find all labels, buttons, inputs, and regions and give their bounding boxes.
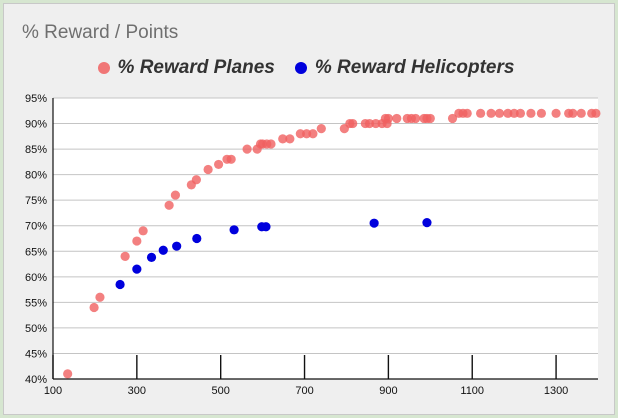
planes-point <box>278 134 288 144</box>
x-tick-label: 500 <box>212 385 230 397</box>
planes-point <box>132 236 142 246</box>
planes-point <box>266 139 276 149</box>
planes-point <box>494 108 505 118</box>
planes-point <box>447 113 458 124</box>
helicopters-point <box>192 233 202 244</box>
x-tick-label: 900 <box>379 385 397 397</box>
planes-point <box>591 108 601 118</box>
x-tick-label: 1100 <box>460 385 484 397</box>
planes-point <box>203 164 213 175</box>
planes-point <box>89 302 99 313</box>
planes-point <box>191 175 201 185</box>
planes-point <box>138 226 148 236</box>
x-tick-label: 100 <box>44 385 62 397</box>
planes-point <box>486 108 496 118</box>
planes-point <box>302 129 312 139</box>
helicopters-point <box>158 245 168 255</box>
planes-point <box>515 108 526 118</box>
x-tick-label: 1300 <box>544 385 568 397</box>
helicopters-point <box>172 241 182 251</box>
legend-swatch-planes <box>97 62 110 74</box>
planes-point <box>425 113 435 124</box>
y-tick-label: 90% <box>25 119 47 131</box>
planes-point <box>392 113 402 124</box>
planes-point <box>170 190 181 200</box>
x-tick-label: 700 <box>295 385 313 397</box>
y-tick-label: 60% <box>25 272 47 284</box>
legend-item-helicopters: % Reward Helicopters <box>294 57 515 79</box>
planes-point <box>316 124 326 134</box>
helicopters-point <box>115 279 125 290</box>
planes-point <box>371 118 381 129</box>
planes-point <box>411 113 421 124</box>
planes-point <box>63 369 73 379</box>
planes-point <box>308 129 318 139</box>
y-tick-label: 50% <box>25 323 47 335</box>
y-tick-label: 85% <box>25 144 47 156</box>
y-tick-label: 95% <box>25 93 47 105</box>
y-tick-label: 40% <box>25 374 47 386</box>
y-tick-label: 55% <box>25 297 47 309</box>
planes-point <box>383 113 393 124</box>
helicopters-point <box>422 218 432 228</box>
helicopters-point <box>132 264 142 274</box>
planes-point <box>95 292 105 302</box>
legend-label-planes: % Reward Planes <box>117 57 275 78</box>
planes-point <box>509 108 519 118</box>
y-tick-label: 65% <box>25 246 47 258</box>
helicopters-point <box>261 222 271 232</box>
planes-point <box>164 200 174 210</box>
y-tick-label: 70% <box>25 221 47 233</box>
planes-point <box>462 108 472 118</box>
y-tick-label: 75% <box>25 195 47 207</box>
helicopters-point <box>229 225 239 235</box>
x-tick-label: 300 <box>128 385 146 397</box>
helicopters-point <box>369 218 379 228</box>
planes-point <box>364 118 375 129</box>
chart-title: % Reward / Points <box>22 22 179 43</box>
planes-point <box>536 108 547 118</box>
y-tick-label: 45% <box>25 348 47 360</box>
legend-label-helicopters: % Reward Helicopters <box>314 57 515 78</box>
planes-point <box>226 154 236 164</box>
legend-item-planes: % Reward Planes <box>97 57 275 79</box>
planes-point <box>120 251 130 261</box>
planes-point <box>576 108 586 118</box>
planes-point <box>568 108 578 118</box>
planes-point <box>242 144 252 154</box>
plot-area <box>53 98 598 379</box>
planes-point <box>295 129 305 139</box>
planes-point <box>551 108 561 118</box>
y-tick-label: 80% <box>25 170 47 182</box>
planes-point <box>285 134 295 144</box>
planes-point <box>476 108 486 118</box>
helicopters-point <box>146 252 157 263</box>
chart-legend: % Reward Planes % Reward Helicopters <box>0 57 612 79</box>
planes-point <box>348 118 358 129</box>
planes-point <box>526 108 536 118</box>
legend-swatch-helicopters <box>294 62 307 74</box>
planes-point <box>503 108 513 118</box>
planes-point <box>213 159 224 170</box>
